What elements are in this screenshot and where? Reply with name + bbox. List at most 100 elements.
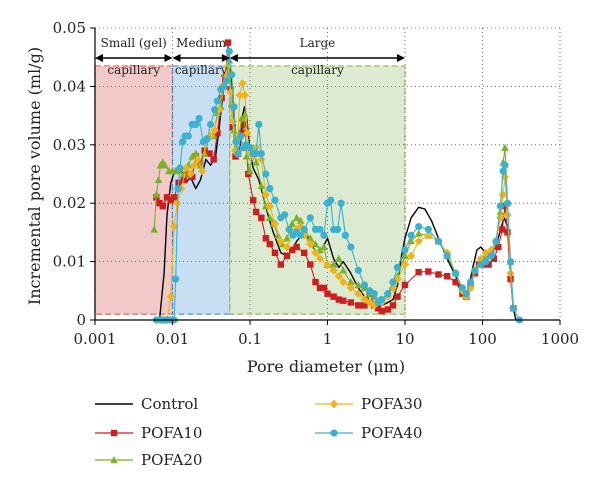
point-POFA20-1	[152, 190, 161, 198]
point-POFA40-80	[487, 252, 495, 260]
point-POFA30-41	[315, 254, 325, 263]
point-POFA30-39	[306, 239, 315, 249]
point-POFA10-37	[307, 261, 314, 268]
point-POFA40-74	[458, 284, 466, 292]
point-POFA40-57	[347, 243, 355, 251]
legend-item-POFA40: POFA40	[315, 424, 422, 442]
point-POFA10-34	[288, 246, 296, 254]
point-POFA40-25	[228, 71, 236, 79]
point-POFA10-69	[495, 243, 502, 251]
point-POFA40-65	[389, 278, 397, 286]
point-POFA40-75	[462, 290, 471, 298]
point-POFA40-83	[499, 167, 507, 175]
point-POFA10-18	[224, 39, 232, 46]
point-POFA20-39	[283, 234, 291, 242]
point-POFA10-35	[293, 243, 300, 251]
point-POFA40-52	[327, 196, 335, 204]
x-tick-label-6: 1000	[541, 330, 579, 348]
point-POFA40-14	[192, 120, 200, 128]
region-box-0	[94, 65, 174, 315]
point-POFA30-13	[210, 126, 219, 135]
point-POFA10-55	[401, 281, 409, 289]
point-POFA20-40	[288, 219, 296, 227]
point-POFA40-82	[496, 202, 504, 210]
point-POFA40-17	[203, 135, 211, 143]
point-POFA10-3	[163, 194, 171, 201]
point-POFA20-41	[292, 213, 301, 221]
region-label-bottom-2: capillary	[291, 63, 344, 77]
point-POFA30-73	[503, 210, 512, 220]
point-POFA20-30	[246, 167, 254, 175]
point-POFA10-31	[271, 249, 279, 257]
point-POFA40-64	[384, 290, 392, 298]
point-POFA10-59	[443, 273, 451, 280]
point-POFA30-40	[311, 248, 320, 258]
legend-item-POFA20: POFA20	[95, 451, 202, 469]
point-POFA20-37	[274, 231, 282, 239]
point-POFA10-45	[347, 299, 355, 306]
point-POFA30-6	[181, 163, 191, 173]
point-POFA40-9	[176, 164, 184, 172]
x-tick-label-4: 10	[395, 330, 414, 348]
point-POFA20-12	[188, 152, 197, 160]
point-POFA40-58	[354, 266, 362, 274]
point-POFA10-30	[266, 240, 273, 248]
point-POFA30-43	[329, 266, 338, 275]
point-POFA10-39	[316, 284, 324, 292]
y-tick-label-4: 0.04	[53, 77, 86, 95]
point-POFA20-42	[296, 216, 305, 224]
point-POFA20-2	[154, 175, 163, 184]
point-POFA20-52	[347, 278, 355, 286]
legend-item-Control: Control	[95, 395, 198, 413]
point-POFA10-50	[374, 305, 382, 312]
legend-marker-POFA20	[110, 456, 118, 464]
point-POFA40-63	[378, 295, 386, 304]
point-POFA20-61	[401, 251, 409, 259]
point-POFA10-2	[159, 202, 167, 210]
point-POFA30-58	[424, 231, 433, 240]
point-POFA20-47	[320, 243, 328, 251]
point-POFA10-53	[389, 302, 397, 309]
series-lines	[150, 39, 524, 325]
point-POFA40-49	[316, 225, 324, 234]
legend-marker-POFA30	[329, 399, 339, 409]
point-POFA40-61	[370, 290, 378, 298]
region-label-top-1: Medium	[176, 36, 227, 50]
point-POFA20-18	[213, 108, 222, 116]
point-POFA40-10	[179, 138, 187, 146]
point-POFA10-14	[210, 156, 217, 163]
x-tick-label-5: 100	[468, 330, 497, 348]
point-POFA40-32	[246, 144, 254, 152]
point-POFA10-60	[452, 278, 459, 286]
point-POFA30-24	[240, 90, 250, 100]
point-POFA10-27	[252, 208, 260, 216]
point-POFA10-40	[320, 284, 328, 292]
point-POFA20-35	[265, 213, 274, 221]
point-POFA40-41	[281, 211, 289, 219]
point-POFA40-46	[300, 225, 308, 234]
point-POFA30-32	[270, 219, 280, 228]
point-POFA30-31	[265, 201, 274, 211]
point-POFA30-67	[481, 248, 490, 258]
point-POFA40-22	[220, 82, 228, 90]
x-tick-label-3: 1	[323, 330, 333, 348]
point-POFA10-4	[167, 197, 174, 204]
point-POFA10-58	[435, 271, 442, 278]
point-POFA10-68	[490, 255, 498, 262]
y-tick-label-1: 0.01	[53, 253, 86, 271]
region-arrowhead-left-0	[95, 54, 103, 62]
point-POFA30-23	[238, 79, 247, 88]
y-tick-label-3: 0.03	[53, 136, 86, 154]
point-POFA40-76	[466, 278, 475, 286]
point-POFA40-77	[471, 266, 479, 274]
y-axis-title: Incremental pore volume (ml/g)	[25, 47, 44, 305]
region-box-2	[229, 65, 406, 315]
point-POFA40-59	[360, 281, 369, 289]
point-POFA10-44	[340, 297, 347, 304]
point-POFA10-52	[384, 306, 392, 313]
point-POFA10-5	[170, 194, 178, 201]
point-POFA20-53	[354, 280, 363, 289]
point-POFA30-2	[166, 292, 175, 301]
point-POFA40-47	[306, 214, 314, 222]
